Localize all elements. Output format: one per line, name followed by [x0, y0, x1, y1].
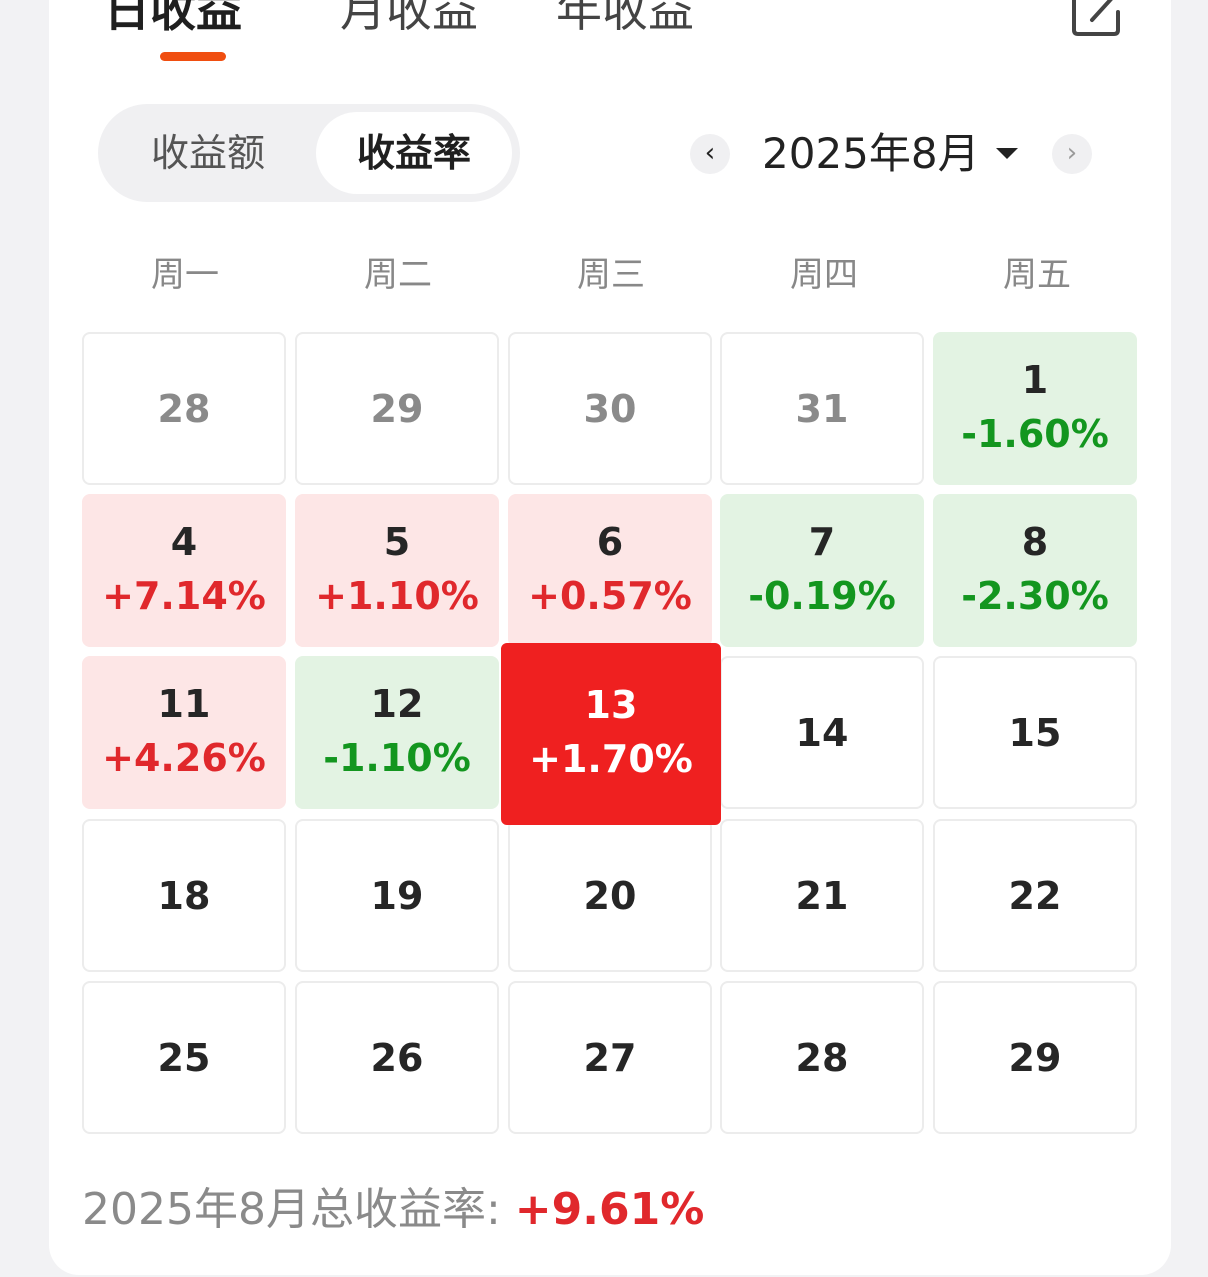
day-number: 28 — [157, 386, 211, 431]
day-number: 31 — [795, 386, 849, 431]
day-number: 27 — [583, 1035, 637, 1080]
monthly-summary: 2025年8月总收益率: +9.61% — [82, 1180, 704, 1240]
day-number: 8 — [1021, 519, 1049, 564]
calendar-day-cell[interactable]: 5 +1.10% — [295, 494, 499, 647]
day-number: 12 — [370, 681, 424, 726]
day-number: 4 — [170, 519, 198, 564]
day-number: 21 — [795, 873, 849, 918]
day-number: 6 — [596, 519, 624, 564]
weekday-label: 周三 — [577, 255, 645, 295]
tab-monthly[interactable]: 月收益 — [340, 0, 478, 37]
month-label[interactable]: 2025年8月 — [762, 129, 980, 178]
calendar-day-cell[interactable]: 30 — [508, 332, 712, 485]
metric-toggle: 收益额 收益率 — [98, 104, 520, 202]
daily-return-rate: +7.14% — [102, 573, 266, 618]
day-number: 5 — [383, 519, 411, 564]
weekday-label: 周二 — [364, 255, 432, 295]
calendar-day-cell[interactable]: 11 +4.26% — [82, 656, 286, 809]
daily-return-rate: -2.30% — [961, 573, 1109, 618]
day-number: 19 — [370, 873, 424, 918]
day-number: 22 — [1008, 873, 1062, 918]
daily-return-rate: +1.10% — [315, 573, 479, 618]
calendar-day-cell[interactable]: 28 — [720, 981, 924, 1134]
tab-yearly[interactable]: 年收益 — [556, 0, 694, 37]
calendar-day-cell[interactable]: 25 — [82, 981, 286, 1134]
day-number: 20 — [583, 873, 637, 918]
day-number: 15 — [1008, 710, 1062, 755]
calendar-day-cell[interactable]: 13 +1.70% — [501, 643, 721, 825]
day-number: 1 — [1021, 357, 1049, 402]
segment-amount[interactable]: 收益额 — [150, 131, 265, 175]
calendar-day-cell[interactable]: 7 -0.19% — [720, 494, 924, 647]
calendar-day-cell[interactable]: 18 — [82, 819, 286, 972]
summary-value: +9.61% — [514, 1184, 705, 1235]
month-selector: ‹ 2025年8月 › — [690, 126, 1100, 182]
day-number: 7 — [808, 519, 836, 564]
summary-label: 2025年8月总收益率: — [82, 1184, 515, 1235]
calendar-day-cell[interactable]: 21 — [720, 819, 924, 972]
calendar-day-cell[interactable]: 29 — [295, 332, 499, 485]
calendar-day-cell[interactable]: 6 +0.57% — [508, 494, 712, 647]
day-number: 29 — [1008, 1035, 1062, 1080]
tab-daily[interactable]: 日收益 — [104, 0, 242, 37]
daily-return-rate: +0.57% — [528, 573, 692, 618]
daily-return-rate: +4.26% — [102, 735, 266, 780]
calendar-day-cell[interactable]: 31 — [720, 332, 924, 485]
day-number: 26 — [370, 1035, 424, 1080]
daily-return-rate: -0.19% — [748, 573, 896, 618]
day-number: 30 — [583, 386, 637, 431]
weekday-label: 周四 — [790, 255, 858, 295]
share-icon[interactable] — [1070, 0, 1122, 36]
calendar-day-cell[interactable]: 29 — [933, 981, 1137, 1134]
tab-bar: 日收益 月收益 年收益 — [0, 0, 1208, 70]
segment-rate[interactable]: 收益率 — [316, 112, 512, 194]
day-number: 25 — [157, 1035, 211, 1080]
daily-return-rate: +1.70% — [529, 737, 693, 781]
calendar-day-cell[interactable]: 20 — [508, 819, 712, 972]
day-number: 28 — [795, 1035, 849, 1080]
active-tab-indicator — [160, 52, 226, 61]
calendar-day-cell[interactable]: 28 — [82, 332, 286, 485]
calendar-day-cell[interactable]: 1 -1.60% — [933, 332, 1137, 485]
day-number: 29 — [370, 386, 424, 431]
previous-month-button[interactable]: ‹ — [690, 134, 730, 174]
day-number: 14 — [795, 710, 849, 755]
weekday-header: 周一 周二 周三 周四 周五 — [82, 250, 1140, 300]
calendar-day-cell[interactable]: 4 +7.14% — [82, 494, 286, 647]
calendar-day-cell[interactable]: 15 — [933, 656, 1137, 809]
day-number: 18 — [157, 873, 211, 918]
calendar-day-cell[interactable]: 14 — [720, 656, 924, 809]
daily-return-rate: -1.10% — [323, 735, 471, 780]
weekday-label: 周一 — [151, 255, 219, 295]
calendar-grid: 28 29 30 31 1 -1.60% 4 +7.14% 5 +1.10% 6 +0.57% 7 -0.… — [82, 332, 1140, 1138]
daily-return-rate: -1.60% — [961, 411, 1109, 456]
weekday-label: 周五 — [1003, 255, 1071, 295]
calendar-day-cell[interactable]: 8 -2.30% — [933, 494, 1137, 647]
day-number: 11 — [157, 681, 211, 726]
calendar-day-cell[interactable]: 27 — [508, 981, 712, 1134]
calendar-day-cell[interactable]: 12 -1.10% — [295, 656, 499, 809]
calendar-day-cell[interactable]: 19 — [295, 819, 499, 972]
calendar-day-cell[interactable]: 22 — [933, 819, 1137, 972]
calendar-day-cell[interactable]: 26 — [295, 981, 499, 1134]
next-month-button[interactable]: › — [1052, 134, 1092, 174]
day-number: 13 — [584, 683, 638, 727]
caret-down-icon[interactable] — [996, 148, 1018, 159]
